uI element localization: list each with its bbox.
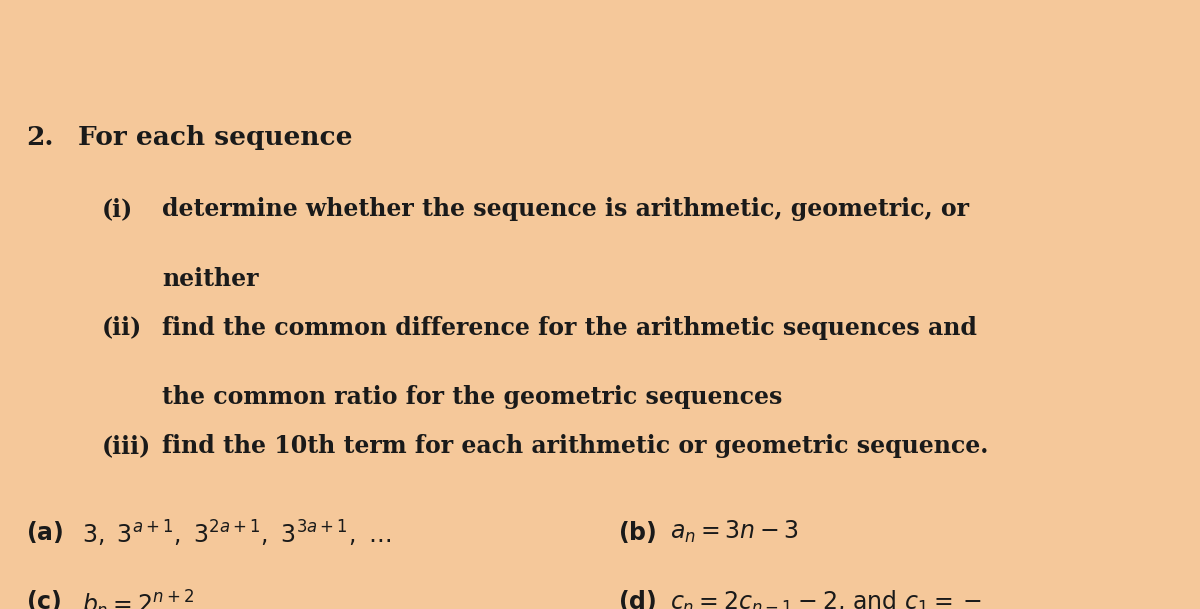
Text: $c_n = 2c_{n-1} - 2$, and $c_1 = -$: $c_n = 2c_{n-1} - 2$, and $c_1 = -$ (670, 588, 980, 609)
Text: $\mathbf{(c)}$: $\mathbf{(c)}$ (26, 588, 62, 609)
Text: (ii): (ii) (102, 315, 143, 340)
Text: the common ratio for the geometric sequences: the common ratio for the geometric seque… (162, 385, 782, 409)
Text: find the 10th term for each arithmetic or geometric sequence.: find the 10th term for each arithmetic o… (162, 434, 989, 458)
Text: find the common difference for the arithmetic sequences and: find the common difference for the arith… (162, 315, 977, 340)
Text: (iii): (iii) (102, 434, 151, 458)
Text: $\mathbf{(a)}$: $\mathbf{(a)}$ (26, 519, 64, 545)
Text: $b_n = 2^{n+2}$: $b_n = 2^{n+2}$ (82, 588, 193, 609)
Text: (i): (i) (102, 197, 133, 221)
Text: $3,\ 3^{a+1},\ 3^{2a+1},\ 3^{3a+1},\ \ldots$: $3,\ 3^{a+1},\ 3^{2a+1},\ 3^{3a+1},\ \ld… (82, 519, 391, 549)
Text: For each sequence: For each sequence (78, 125, 353, 150)
Text: $\mathbf{(b)}$: $\mathbf{(b)}$ (618, 519, 656, 545)
Text: determine whether the sequence is arithmetic, geometric, or: determine whether the sequence is arithm… (162, 197, 970, 221)
Text: neither: neither (162, 267, 258, 290)
Text: $\mathbf{(d)}$: $\mathbf{(d)}$ (618, 588, 656, 609)
Text: 2.: 2. (26, 125, 54, 150)
Text: $a_n = 3n - 3$: $a_n = 3n - 3$ (670, 519, 798, 545)
